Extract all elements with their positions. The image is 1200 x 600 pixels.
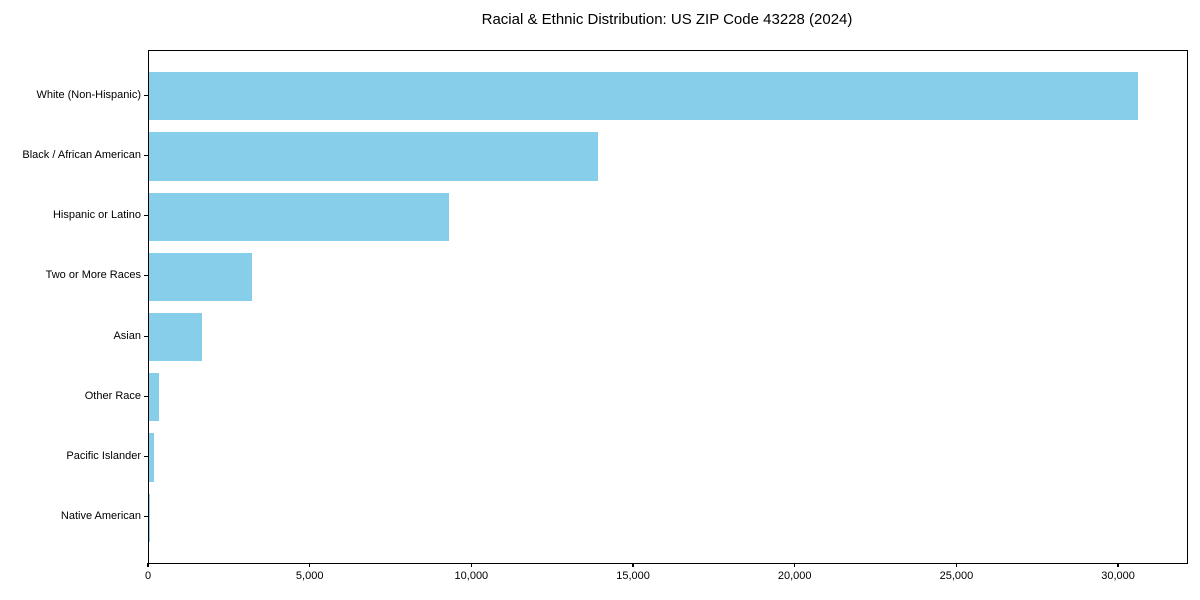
bar (149, 132, 598, 181)
x-tick (470, 563, 472, 567)
plot-area (148, 50, 1188, 564)
y-tick (144, 94, 148, 96)
y-tick-label: Black / African American (22, 148, 141, 161)
y-tick (144, 335, 148, 337)
x-tick (955, 563, 957, 567)
bar (149, 493, 150, 542)
y-tick-label: White (Non-Hispanic) (36, 88, 141, 101)
y-tick (144, 455, 148, 458)
x-tick (309, 563, 311, 567)
bar (149, 72, 1139, 121)
x-tick-label: 0 (144, 570, 152, 582)
y-tick (144, 275, 148, 277)
y-tick (144, 395, 148, 397)
y-tick-label: Hispanic or Latino (52, 209, 141, 222)
x-tick-label: 5,000 (295, 570, 324, 582)
bar (149, 252, 253, 301)
x-tick-label: 20,000 (777, 570, 812, 582)
x-tick (147, 563, 149, 567)
y-tick-label: Two or More Races (45, 269, 141, 282)
y-tick-label: Other Race (84, 389, 141, 402)
x-tick-label: 10,000 (454, 570, 489, 582)
y-tick (144, 516, 148, 518)
x-tick-label: 25,000 (939, 570, 974, 582)
y-tick-label: Pacific Islander (66, 450, 141, 463)
y-tick-label: Asian (113, 329, 141, 342)
bar (149, 433, 154, 482)
y-tick (144, 154, 148, 156)
x-tick (794, 563, 796, 567)
x-tick (632, 563, 634, 567)
bar (149, 313, 202, 362)
bar (149, 373, 160, 422)
y-tick (144, 215, 148, 217)
bar (149, 192, 449, 241)
chart-title: Racial & Ethnic Distribution: US ZIP Cod… (481, 11, 853, 28)
x-tick-label: 15,000 (616, 570, 650, 582)
y-tick-label: Native American (60, 510, 141, 523)
x-tick (1117, 563, 1119, 567)
x-tick-label: 30,000 (1101, 570, 1135, 582)
